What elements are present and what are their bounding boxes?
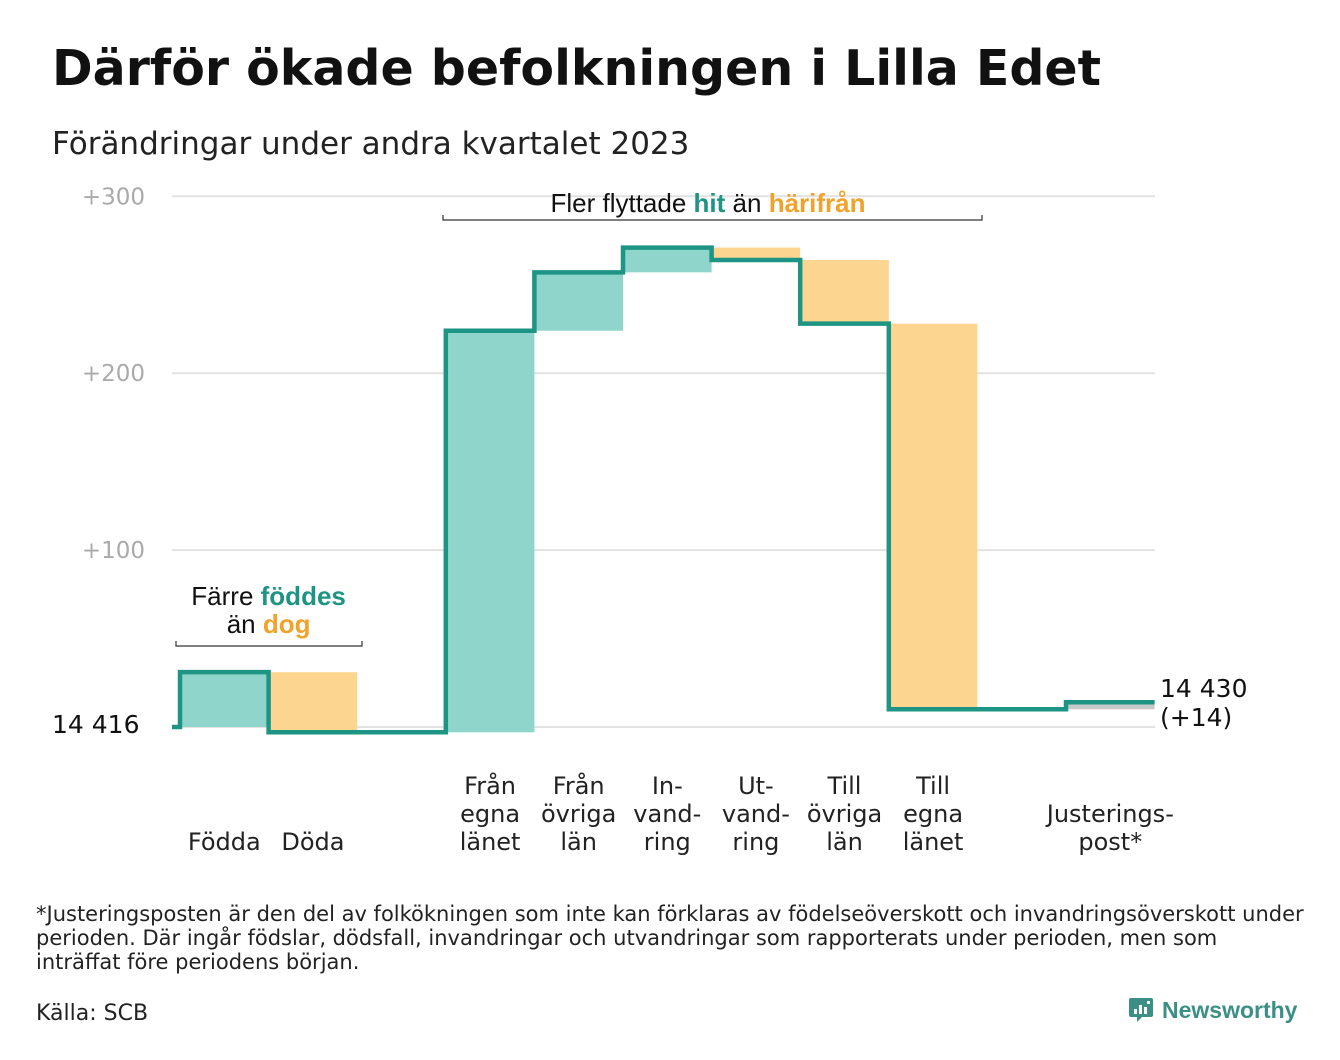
annotation-text: Färre [191,581,260,611]
annotation-highlight: dog [263,609,311,639]
category-label: Justerings- [1045,800,1174,828]
category-label: övriga [807,800,882,828]
category-label: län [560,828,597,856]
category-label: ring [644,828,691,856]
running-total-line [172,245,1155,735]
y-tick-label: +100 [82,538,145,564]
bars [180,247,1155,735]
waterfall-bar [445,330,535,733]
waterfall-bar [180,672,269,727]
annotation-highlight: föddes [261,581,346,611]
annotation-migration-bracket [442,215,983,221]
y-tick-label: +300 [82,184,145,210]
category-label: Döda [281,828,344,856]
waterfall-bar [1066,702,1155,710]
chart-subtitle: Förändringar under andra kvartalet 2023 [52,126,690,162]
waterfall-bar [268,672,358,733]
annotation-highlight: hit [694,188,726,218]
category-label: län [826,828,863,856]
category-label: länet [460,828,521,856]
footnote: *Justeringsposten är den del av folkökni… [36,902,1304,974]
end-change-label: (+14) [1160,703,1232,732]
end-value-label: 14 430 [1160,674,1247,703]
waterfall-bar [623,247,712,273]
category-label: Till [915,772,950,800]
annotation-migration-text: Fler flyttade hit än härifrån [550,188,865,218]
annotation-highlight: härifrån [769,188,866,218]
category-label: Ut- [738,772,774,800]
annotation-births-line2: än dog [227,609,311,639]
category-label: ring [732,828,779,856]
category-label: Födda [188,828,261,856]
waterfall-bar [711,247,801,260]
category-label: vand- [633,800,701,828]
waterfall-chart: +100+200+300 Födda DödaFrånegnalänetFrånö… [52,184,1247,856]
brand-name: Newsworthy [1162,996,1298,1023]
category-label: Från [553,771,605,800]
running-total-path [172,245,1155,735]
category-label: övriga [541,800,616,828]
waterfall-bar [888,323,978,710]
category-label: länet [903,828,964,856]
category-label: Till [827,772,862,800]
annotation-births-bracket [175,641,363,647]
labels: Födda DödaFrånegnalänetFrånövrigalänIn-va… [52,188,1247,856]
newsworthy-icon [1129,998,1153,1022]
chart-title: Därför ökade befolkningen i Lilla Edet [52,40,1102,97]
annotation-births-line1: Färre föddes [191,581,346,611]
category-label: Från [464,771,516,800]
source-note: Källa: SCB [36,1001,149,1026]
category-label: post* [1078,828,1142,856]
annotation-text: än [227,609,263,639]
waterfall-bar [534,272,623,331]
category-label: vand- [722,800,790,828]
annotation-text: Fler flyttade [550,188,693,218]
category-label: egna [460,800,520,828]
annotation-text: än [725,188,768,218]
start-value-label: 14 416 [52,710,139,739]
waterfall-bar [800,259,889,324]
brand-logo: Newsworthy [1128,996,1297,1024]
category-label: In- [652,772,683,800]
category-label: egna [903,800,963,828]
y-tick-label: +200 [82,361,145,387]
